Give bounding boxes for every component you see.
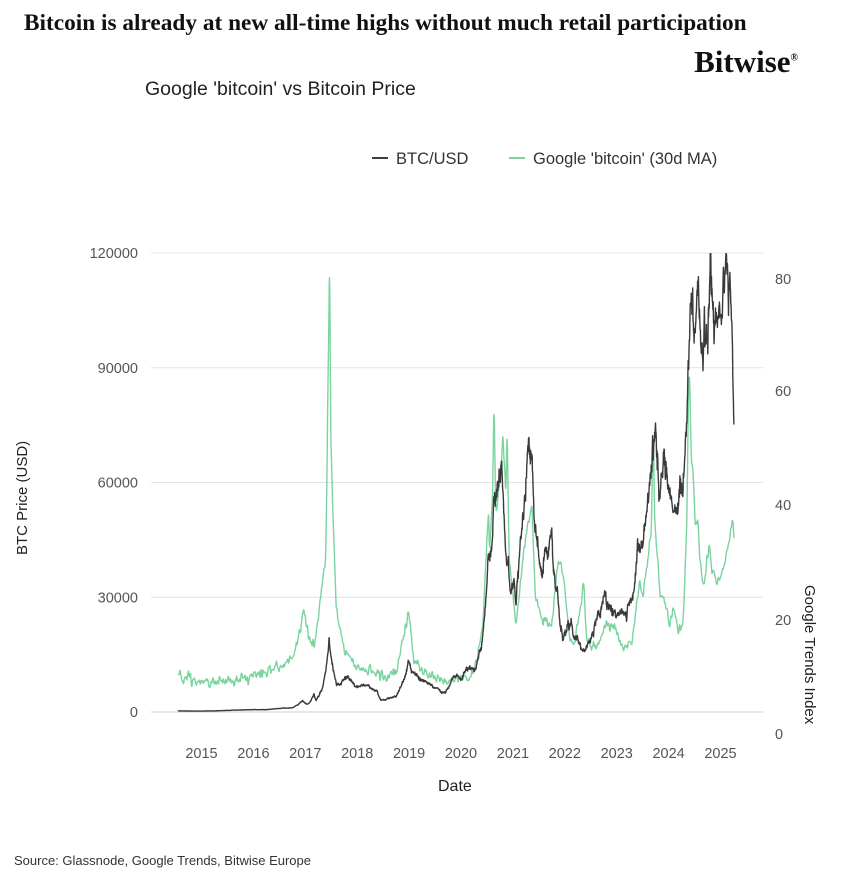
svg-text:2019: 2019 xyxy=(393,746,425,762)
svg-text:90000: 90000 xyxy=(98,361,138,377)
svg-text:2016: 2016 xyxy=(237,746,269,762)
svg-text:2018: 2018 xyxy=(341,746,373,762)
svg-text:60000: 60000 xyxy=(98,476,138,492)
svg-text:2017: 2017 xyxy=(289,746,321,762)
svg-text:80: 80 xyxy=(775,272,791,288)
svg-text:2024: 2024 xyxy=(652,746,684,762)
svg-text:2020: 2020 xyxy=(445,746,477,762)
svg-text:30000: 30000 xyxy=(98,590,138,606)
svg-text:40: 40 xyxy=(775,498,791,514)
svg-text:120000: 120000 xyxy=(90,246,138,262)
svg-text:20: 20 xyxy=(775,613,791,629)
svg-text:0: 0 xyxy=(775,727,783,743)
svg-text:2025: 2025 xyxy=(704,746,736,762)
svg-text:2021: 2021 xyxy=(497,746,529,762)
svg-text:0: 0 xyxy=(130,705,138,721)
svg-text:2023: 2023 xyxy=(601,746,633,762)
svg-text:2022: 2022 xyxy=(549,746,581,762)
svg-text:2015: 2015 xyxy=(185,746,217,762)
svg-text:60: 60 xyxy=(775,384,791,400)
